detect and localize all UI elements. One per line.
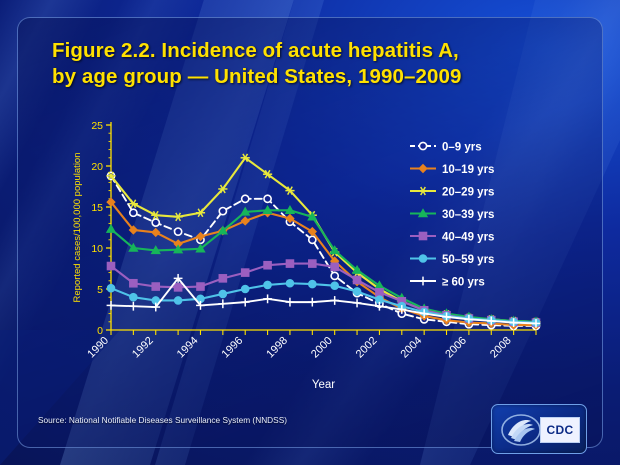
legend-label: 50–59 yrs [442, 254, 494, 266]
svg-text:0: 0 [97, 325, 103, 337]
chart-series-layer [105, 153, 542, 331]
legend-item-20-29-yrs: 20–29 yrs [410, 187, 494, 199]
svg-text:10: 10 [91, 243, 103, 255]
svg-text:2008: 2008 [488, 335, 514, 361]
chart-legend: 0–9 yrs 10–19 yrs 20–29 yrs 30–39 yrs 40–49 … [410, 142, 494, 289]
title-line-2: by age group — United States, 1990–2009 [52, 65, 462, 88]
svg-text:25: 25 [91, 120, 103, 132]
svg-text:2000: 2000 [309, 335, 335, 361]
legend-item-40-49-yrs: 40–49 yrs [410, 232, 494, 244]
svg-text:Reported cases/100,000 populat: Reported cases/100,000 population [72, 152, 83, 302]
svg-text:20: 20 [91, 161, 103, 173]
legend-label: 0–9 yrs [442, 142, 482, 154]
legend-label: 30–39 yrs [442, 209, 494, 221]
legend-item-10-19-yrs: 10–19 yrs [410, 163, 494, 176]
cdc-logo: CDC [491, 404, 587, 454]
svg-text:Year: Year [312, 379, 335, 391]
page-title: Figure 2.2. Incidence of acute hepatitis… [52, 38, 572, 90]
legend-item-30-39-yrs: 30–39 yrs [410, 208, 494, 221]
legend-label: 20–29 yrs [442, 187, 494, 199]
cdc-wordmark: CDC [540, 417, 580, 443]
svg-text:1992: 1992 [130, 335, 156, 361]
svg-text:2006: 2006 [443, 335, 469, 361]
source-note: Source: National Notifiable Diseases Sur… [38, 415, 288, 425]
svg-text:2004: 2004 [398, 335, 424, 361]
series-40-49-yrs [106, 259, 541, 327]
legend-item-50-59-yrs: 50–59 yrs [410, 254, 494, 266]
hhs-emblem-icon [501, 414, 541, 446]
legend-label: 40–49 yrs [442, 232, 494, 244]
svg-text:15: 15 [91, 202, 103, 214]
legend-item-0-9-yrs: 0–9 yrs [410, 142, 482, 154]
legend-label: ≥ 60 yrs [442, 277, 485, 289]
cdc-wordmark-text: CDC [546, 423, 574, 437]
svg-text:2002: 2002 [354, 335, 380, 361]
svg-text:1990: 1990 [85, 335, 111, 361]
legend-label: 10–19 yrs [442, 164, 494, 176]
title-line-1: Figure 2.2. Incidence of acute hepatitis… [52, 39, 459, 62]
svg-text:1996: 1996 [220, 335, 246, 361]
svg-text:5: 5 [97, 284, 103, 296]
svg-text:1994: 1994 [175, 335, 201, 361]
series--60-yrs [106, 273, 541, 328]
svg-text:1998: 1998 [264, 335, 290, 361]
legend-item--60-yrs: ≥ 60 yrs [410, 277, 485, 289]
